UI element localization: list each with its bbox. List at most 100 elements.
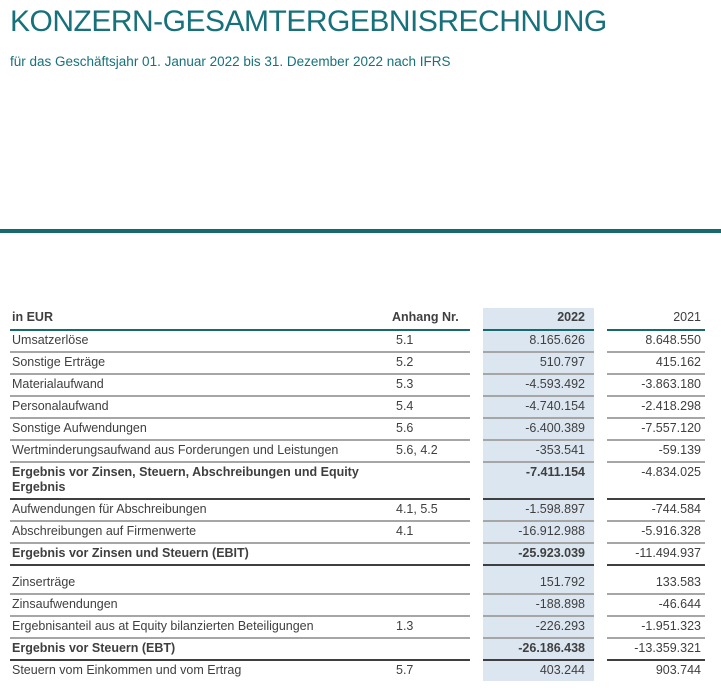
col-header-2022: 2022 [483,308,594,331]
column-gap [594,573,607,594]
anhang-cell: 5.6, 4.2 [390,440,470,463]
value-2021-cell: -46.644 [607,594,705,617]
anhang-cell [390,638,470,661]
table-row: Wertminderungsaufwand aus Forderungen un… [10,440,705,463]
table-row: Personalaufwand 5.4 -4.740.154 -2.418.29… [10,396,705,419]
column-gap [470,521,483,543]
income-statement-table: in EUR Anhang Nr. 2022 2021 Umsatzerlöse… [10,308,705,681]
value-2021-cell: -4.834.025 [607,462,705,500]
row-label-cell: Personalaufwand [10,396,390,419]
anhang-cell: 4.1, 5.5 [390,499,470,522]
column-gap [594,352,607,374]
value-2021-cell: 415.162 [607,352,705,375]
value-2022-cell: -26.186.438 [483,638,594,661]
table-row: Ergebnis vor Zinsen, Steuern, Abschreibu… [10,462,705,500]
column-gap [594,462,607,499]
row-label-cell: Steuern vom Einkommen und vom Ertrag [12,663,242,677]
value-2021-cell: -7.557.120 [607,418,705,441]
section-divider [0,229,721,233]
row-label-cell: Aufwendungen für Abschreibungen [10,499,390,522]
column-gap [594,660,607,681]
value-2021-cell: -11.494.937 [607,543,705,566]
value-2022-cell: 510.797 [483,352,594,375]
table-row: Zinsaufwendungen -188.898 -46.644 [10,594,705,617]
anhang-cell [390,543,470,566]
column-gap [470,594,483,616]
row-label-cell: Ergebnisanteil aus at Equity bilanzierte… [10,616,390,639]
value-2022-cell: -226.293 [483,616,594,639]
anhang-cell: 5.2 [390,352,470,375]
column-gap [470,616,483,638]
value-2021-cell: -2.418.298 [607,396,705,419]
table-row: Umsatzerlöse 5.1 8.165.626 8.648.550 [10,330,705,353]
column-gap [470,440,483,462]
value-2022-cell: -353.541 [483,440,594,463]
value-2021-cell: 133.583 [607,573,705,595]
column-gap [470,374,483,396]
col-header-2021: 2021 [607,308,705,331]
table-header-row: in EUR Anhang Nr. 2022 2021 [10,308,705,331]
row-label-cell: Ergebnis vor Zinsen, Steuern, Abschreibu… [10,462,390,500]
value-2021-cell: -5.916.328 [607,521,705,544]
row-label-cell: Materialaufwand [10,374,390,397]
column-gap [594,499,607,521]
column-gap [594,396,607,418]
table-row: Abschreibungen auf Firmenwerte 4.1 -16.9… [10,521,705,544]
anhang-cell: 5.1 [390,330,470,353]
table-row: Ergebnisanteil aus at Equity bilanzierte… [10,616,705,639]
column-gap [470,330,483,352]
value-2022-cell: 151.792 [483,573,594,595]
anhang-cell: 5.6 [390,418,470,441]
value-2021-cell: 8.648.550 [607,330,705,353]
value-2021-cell: -744.584 [607,499,705,522]
value-2021-cell: -13.359.321 [607,638,705,661]
column-gap [470,543,483,565]
anhang-cell: 5.7 [396,663,414,677]
row-label-cell: Zinserträge [10,573,390,595]
value-2022-cell: -188.898 [483,594,594,617]
value-2022-cell [483,565,594,573]
column-gap [594,330,607,352]
table-row: Materialaufwand 5.3 -4.593.492 -3.863.18… [10,374,705,397]
table-row: Ergebnis vor Steuern (EBT) -26.186.438 -… [10,638,705,661]
column-gap [594,521,607,543]
row-label-cell: Ergebnis vor Steuern (EBT) [10,638,390,661]
value-2022-cell: -7.411.154 [483,462,594,500]
table-row: Sonstige Aufwendungen 5.6 -6.400.389 -7.… [10,418,705,441]
table-row: Steuern vom Einkommen und vom Ertrag 5.7… [10,660,705,681]
row-label-cell: Sonstige Aufwendungen [10,418,390,441]
anhang-cell: 1.3 [390,616,470,639]
value-2021-cell: -3.863.180 [607,374,705,397]
column-gap [470,308,483,330]
table-row: Sonstige Erträge 5.2 510.797 415.162 [10,352,705,375]
row-label-cell: Zinsaufwendungen [10,594,390,617]
anhang-cell [390,565,470,573]
column-gap [594,543,607,565]
column-gap [594,308,607,330]
value-2022-cell: -16.912.988 [483,521,594,544]
column-gap [594,374,607,396]
table-row: Ergebnis vor Zinsen und Steuern (EBIT) -… [10,543,705,566]
anhang-cell [390,462,470,500]
value-2022-cell: 8.165.626 [483,330,594,353]
column-gap [470,638,483,660]
income-statement: in EUR Anhang Nr. 2022 2021 Umsatzerlöse… [10,308,705,681]
value-2021-cell: -1.951.323 [607,616,705,639]
value-2022-cell: -6.400.389 [483,418,594,441]
column-gap [470,462,483,499]
value-2022-cell: -4.593.492 [483,374,594,397]
anhang-cell [390,573,470,595]
column-gap [470,660,483,681]
value-2022-cell: -25.923.039 [483,543,594,566]
value-2022-cell: 403.244 [483,660,594,681]
column-gap [470,499,483,521]
column-gap [594,440,607,462]
row-label-cell: Abschreibungen auf Firmenwerte [10,521,390,544]
row-label-cell [10,565,390,573]
page-title: KONZERN-GESAMTERGEBNISRECHNUNG [10,5,607,38]
value-2022-cell: -1.598.897 [483,499,594,522]
value-2021-cell: -59.139 [607,440,705,463]
col-header-in-eur: in EUR [10,308,390,331]
value-2021-cell: 903.744 [655,663,701,677]
